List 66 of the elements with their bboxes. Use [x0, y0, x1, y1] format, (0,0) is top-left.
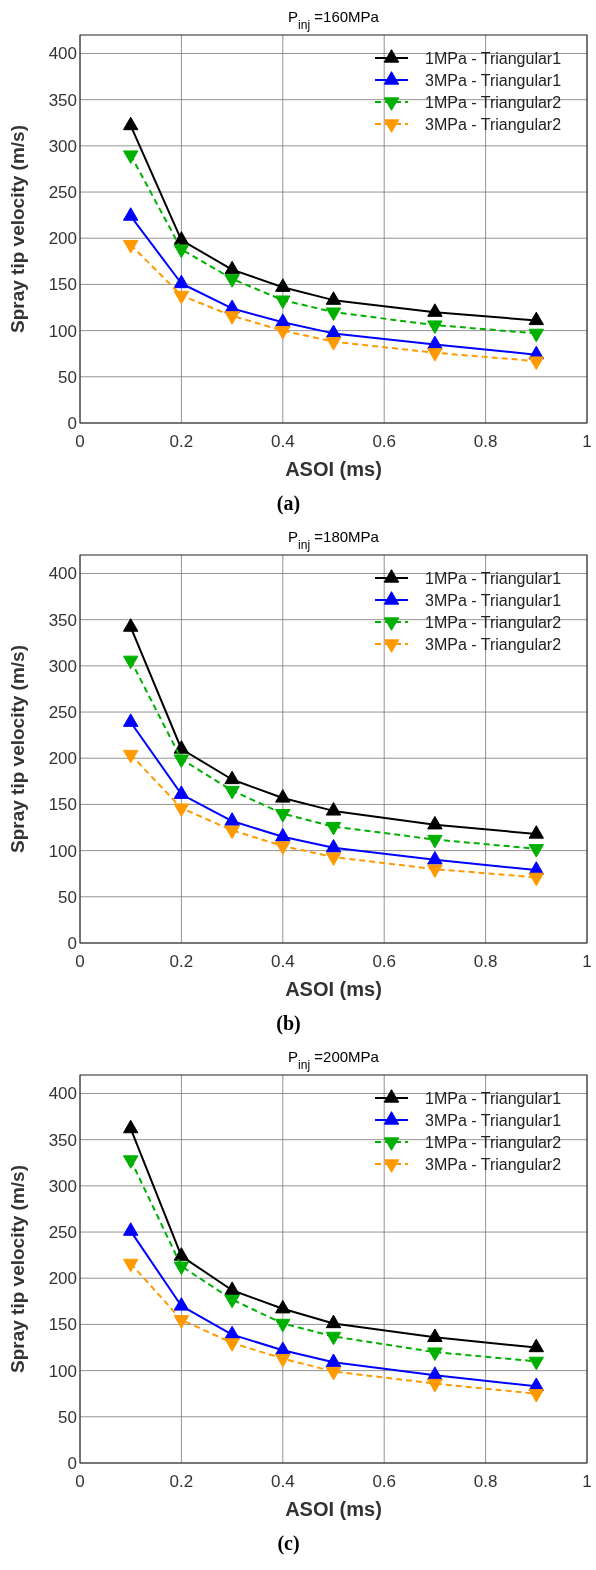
y-tick-label: 200 [48, 1269, 77, 1289]
chart-title: P$_{inj}$ =180MPa [288, 528, 380, 552]
x-tick-label: 0.2 [169, 952, 194, 971]
y-tick-label: 350 [48, 90, 77, 110]
y-tick-label: 150 [48, 795, 77, 815]
legend-label: 1MPa - Triangular2 [425, 614, 562, 631]
legend-label: 1MPa - Triangular1 [425, 570, 562, 587]
y-tick-label: 100 [48, 841, 77, 861]
x-tick-label: 0.6 [372, 432, 397, 451]
y-tick-label: 400 [48, 1084, 77, 1104]
y-tick-label: 400 [48, 564, 77, 584]
y-tick-label: 0 [67, 1454, 77, 1473]
y-tick-label: 100 [48, 321, 77, 341]
y-tick-label: 150 [48, 1315, 77, 1335]
x-tick-label: 0.8 [473, 952, 498, 971]
y-axis-title: Spray tip velocity (m/s) [7, 124, 28, 334]
x-tick-label: 1 [582, 952, 592, 971]
x-tick-label: 0.8 [473, 1472, 498, 1491]
x-axis-title: ASOI (ms) [285, 1498, 382, 1520]
legend-label: 3MPa - Triangular2 [425, 116, 562, 133]
text: (b) [276, 1012, 301, 1035]
y-tick-label: 300 [48, 1176, 77, 1196]
y-tick-label: 300 [48, 656, 77, 676]
y-tick-label: 200 [48, 229, 77, 249]
legend-label: 1MPa - Triangular1 [425, 50, 562, 67]
x-tick-label: 0.2 [169, 432, 194, 451]
y-tick-label: 50 [58, 1407, 77, 1427]
x-tick-label: 0.8 [473, 432, 498, 451]
y-tick-label: 50 [58, 367, 77, 387]
legend-label: 3MPa - Triangular1 [425, 1112, 562, 1129]
y-tick-label: 350 [48, 1130, 77, 1150]
x-tick-label: 0.6 [372, 952, 397, 971]
legend-label: 3MPa - Triangular1 [425, 72, 562, 89]
chart-title: P$_{inj}$ =200MPa [288, 1048, 380, 1072]
chart-title: P$_{inj}$ =160MPa [288, 8, 380, 32]
y-tick-label: 250 [48, 1223, 77, 1243]
y-tick-label: 100 [48, 1361, 77, 1381]
y-tick-label: 250 [48, 703, 77, 723]
legend-label: 1MPa - Triangular1 [425, 1090, 562, 1107]
legend-label: 3MPa - Triangular1 [425, 592, 562, 609]
y-axis-title: Spray tip velocity (m/s) [7, 1164, 28, 1374]
x-axis-title: ASOI (ms) [285, 978, 382, 1000]
legend-label: 1MPa - Triangular2 [425, 1134, 562, 1151]
text: (a) [276, 492, 301, 515]
y-tick-label: 300 [48, 136, 77, 156]
y-axis-title: Spray tip velocity (m/s) [7, 644, 28, 854]
x-tick-label: 0.4 [270, 952, 295, 971]
y-tick-label: 50 [58, 887, 77, 907]
y-tick-label: 150 [48, 275, 77, 295]
x-tick-label: 1 [582, 432, 592, 451]
y-tick-label: 400 [48, 44, 77, 64]
x-tick-label: 0.2 [169, 1472, 194, 1491]
y-tick-label: 0 [67, 414, 77, 433]
x-tick-label: 0.4 [270, 1472, 295, 1491]
legend-label: 1MPa - Triangular2 [425, 94, 562, 111]
x-tick-label: 0.4 [270, 432, 295, 451]
y-tick-label: 200 [48, 749, 77, 769]
text: (c) [277, 1532, 300, 1555]
y-tick-label: 250 [48, 183, 77, 203]
x-tick-label: 1 [582, 1472, 592, 1491]
legend-label: 3MPa - Triangular2 [425, 1156, 562, 1173]
y-tick-label: 350 [48, 610, 77, 630]
legend-label: 3MPa - Triangular2 [425, 636, 562, 653]
x-axis-title: ASOI (ms) [285, 458, 382, 480]
x-tick-label: 0.6 [372, 1472, 397, 1491]
y-tick-label: 0 [67, 934, 77, 953]
